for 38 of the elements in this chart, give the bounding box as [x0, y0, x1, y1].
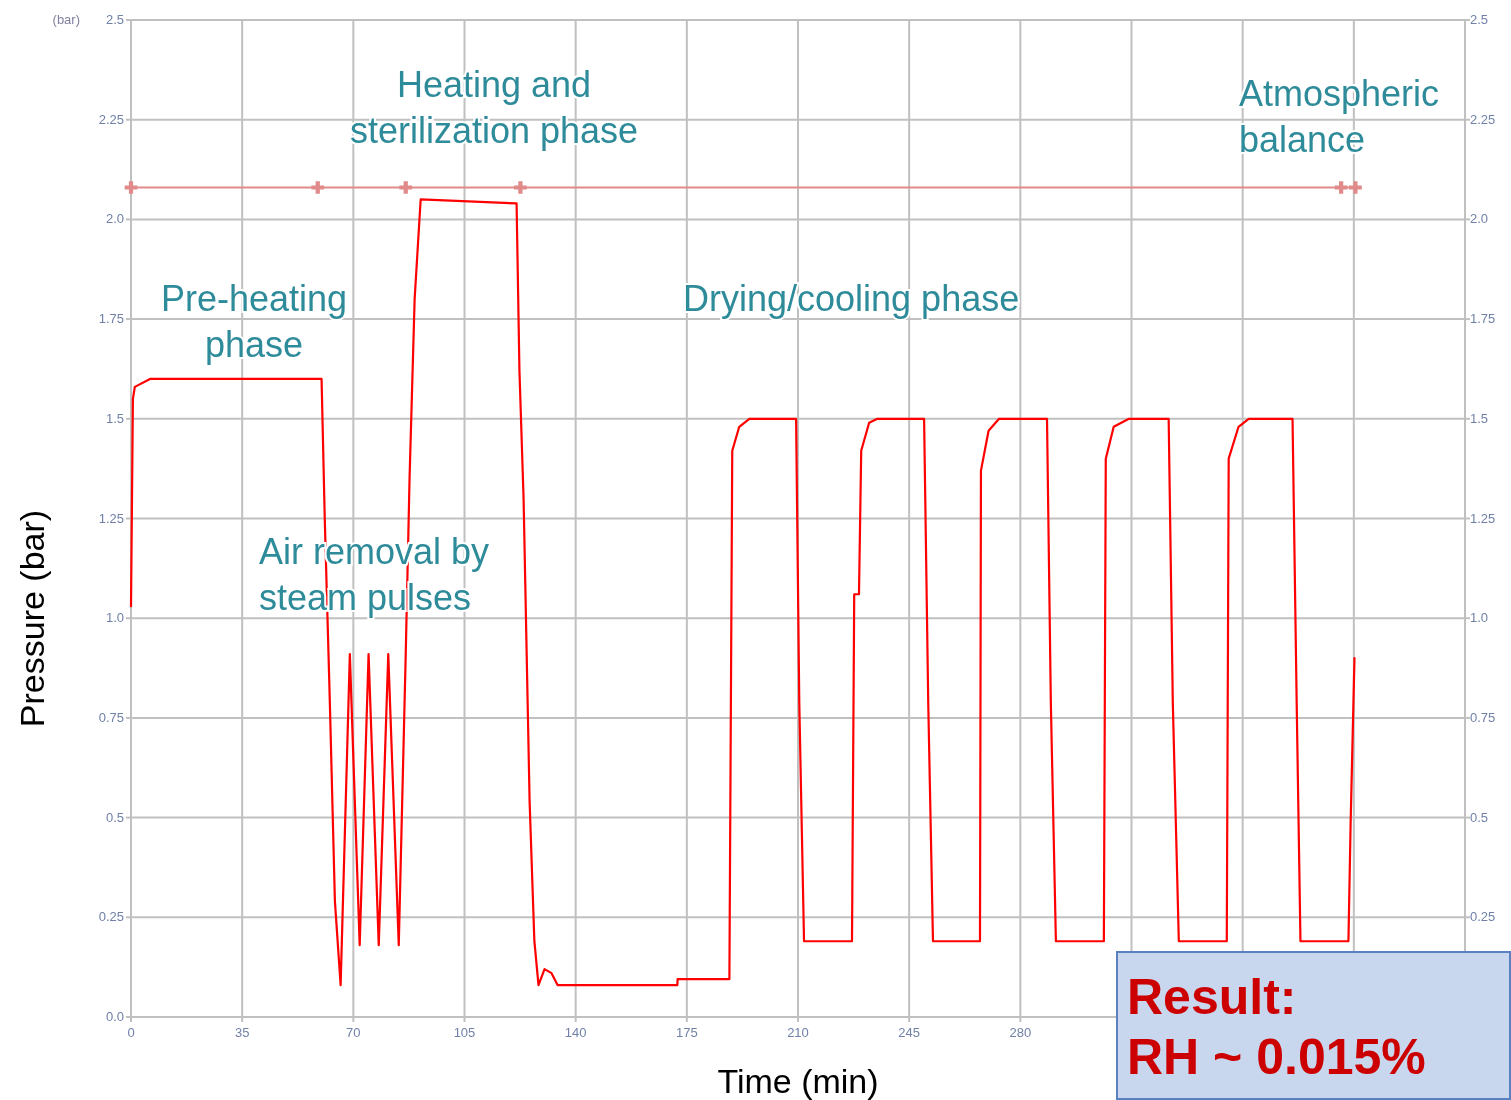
y2-tick-label: 1.25	[1470, 510, 1496, 526]
x-tick-label: 105	[453, 1025, 476, 1040]
y-tick-label: 1.25	[98, 510, 124, 526]
annotation: Atmospheric balance	[1239, 73, 1440, 160]
y2-tick-label: 2.5	[1470, 12, 1489, 27]
x-tick-label: 175	[675, 1025, 698, 1040]
x-tick-label: 35	[234, 1025, 250, 1040]
y-tick-label: 0.75	[98, 709, 124, 725]
annotation: Pre-heating phase	[160, 278, 348, 365]
y2-tick-label: 1.75	[1470, 311, 1496, 327]
x-tick-label: 0	[127, 1025, 135, 1040]
y-tick-label: 0.25	[98, 909, 124, 925]
x-tick-label: 70	[346, 1025, 361, 1040]
y-tick-label: 0.5	[105, 809, 124, 825]
x-tick-label: 245	[898, 1025, 921, 1040]
text: (bar)	[52, 12, 80, 27]
y-tick-label: 2.0	[105, 211, 124, 227]
y-tick-label: 1.5	[105, 410, 124, 426]
y-axis-title: Pressure (bar)	[13, 509, 51, 728]
annotation: Result: RH ~ 0.015%	[1127, 969, 1426, 1085]
x-tick-label: 280	[1009, 1025, 1032, 1040]
y2-tick-label: 0.5	[1470, 809, 1489, 825]
y2-tick-label: 2.0	[1470, 211, 1489, 227]
y2-tick-label: 1.0	[1470, 610, 1489, 626]
y-tick-label: 0.0	[105, 1009, 124, 1024]
x-tick-label: 210	[787, 1025, 809, 1040]
y-tick-label: 1.0	[105, 610, 124, 626]
annotation: Drying/cooling phase	[683, 278, 1020, 319]
y2-tick-label: 0.75	[1470, 709, 1496, 725]
x-axis-title: Time (min)	[717, 1062, 879, 1100]
y-tick-label: 1.75	[98, 311, 124, 327]
y2-tick-label: 0.25	[1470, 909, 1496, 925]
y-tick-label: 2.25	[98, 111, 124, 127]
y-tick-label: 2.5	[105, 12, 124, 27]
y2-tick-label: 1.5	[1470, 410, 1489, 426]
x-tick-label: 140	[564, 1025, 587, 1040]
annotation: Heating and sterilization phase	[349, 64, 639, 151]
y2-tick-label: 2.25	[1470, 111, 1496, 127]
